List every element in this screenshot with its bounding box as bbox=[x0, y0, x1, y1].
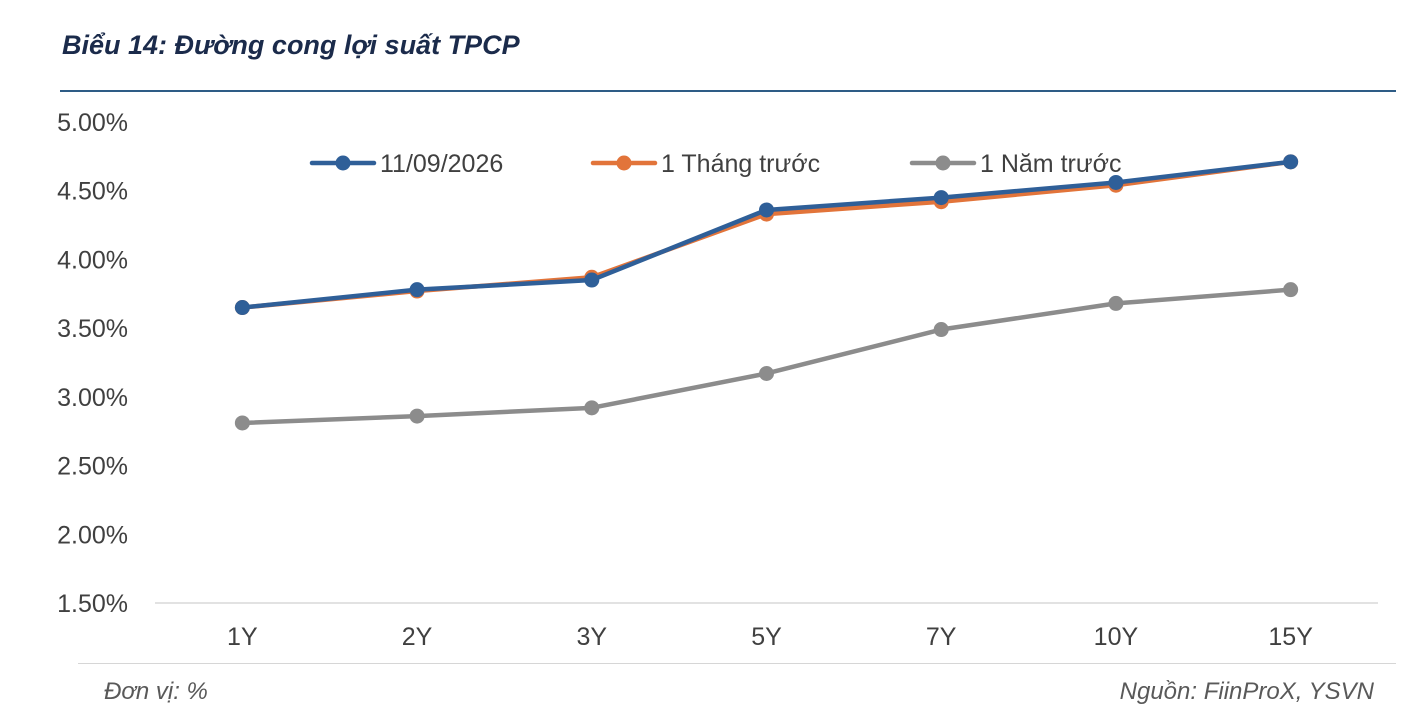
y-tick-label: 2.50% bbox=[57, 453, 128, 481]
footer-divider bbox=[78, 663, 1396, 664]
data-point bbox=[1283, 154, 1299, 170]
data-point bbox=[759, 365, 774, 381]
x-tick-label: 7Y bbox=[926, 623, 957, 651]
data-point bbox=[1283, 282, 1299, 298]
x-tick-label: 3Y bbox=[576, 623, 607, 651]
data-point bbox=[409, 282, 425, 298]
series-line bbox=[240, 287, 1293, 426]
y-tick-label: 3.50% bbox=[57, 315, 128, 343]
data-point bbox=[234, 415, 250, 431]
x-tick-label: 2Y bbox=[402, 623, 433, 651]
y-tick-label: 5.00% bbox=[57, 109, 128, 137]
data-point bbox=[409, 408, 425, 424]
y-tick-label: 3.00% bbox=[57, 384, 128, 412]
data-point bbox=[584, 272, 600, 288]
legend-swatch-marker bbox=[335, 155, 351, 171]
data-point bbox=[234, 300, 250, 316]
y-tick-label: 4.50% bbox=[57, 178, 128, 206]
x-tick-label: 1Y bbox=[227, 623, 258, 651]
data-point bbox=[1108, 174, 1124, 190]
title-divider bbox=[60, 90, 1396, 92]
series-line bbox=[240, 159, 1293, 310]
legend-swatch-marker bbox=[616, 155, 632, 171]
y-tick-label: 1.50% bbox=[57, 590, 128, 618]
y-tick-label: 4.00% bbox=[57, 246, 128, 274]
data-point bbox=[759, 202, 774, 218]
unit-note: Đơn vị: % bbox=[104, 678, 208, 705]
x-tick-label: 5Y bbox=[751, 623, 782, 651]
legend-swatch-marker bbox=[935, 155, 951, 171]
legend-label: 1 Năm trước bbox=[980, 150, 1121, 178]
chart-title: Biểu 14: Đường cong lợi suất TPCP bbox=[62, 30, 520, 60]
source-note: Nguồn: FiinProX, YSVN bbox=[1119, 678, 1374, 705]
x-tick-label: 10Y bbox=[1094, 623, 1139, 651]
y-tick-label: 2.00% bbox=[57, 521, 128, 549]
legend-label: 11/09/2026 bbox=[380, 150, 503, 178]
x-tick-label: 15Y bbox=[1268, 623, 1313, 651]
data-point bbox=[933, 322, 949, 338]
data-point bbox=[933, 190, 949, 206]
data-point bbox=[1108, 295, 1124, 311]
data-point bbox=[584, 400, 600, 416]
legend-label: 1 Tháng trước bbox=[661, 150, 820, 178]
